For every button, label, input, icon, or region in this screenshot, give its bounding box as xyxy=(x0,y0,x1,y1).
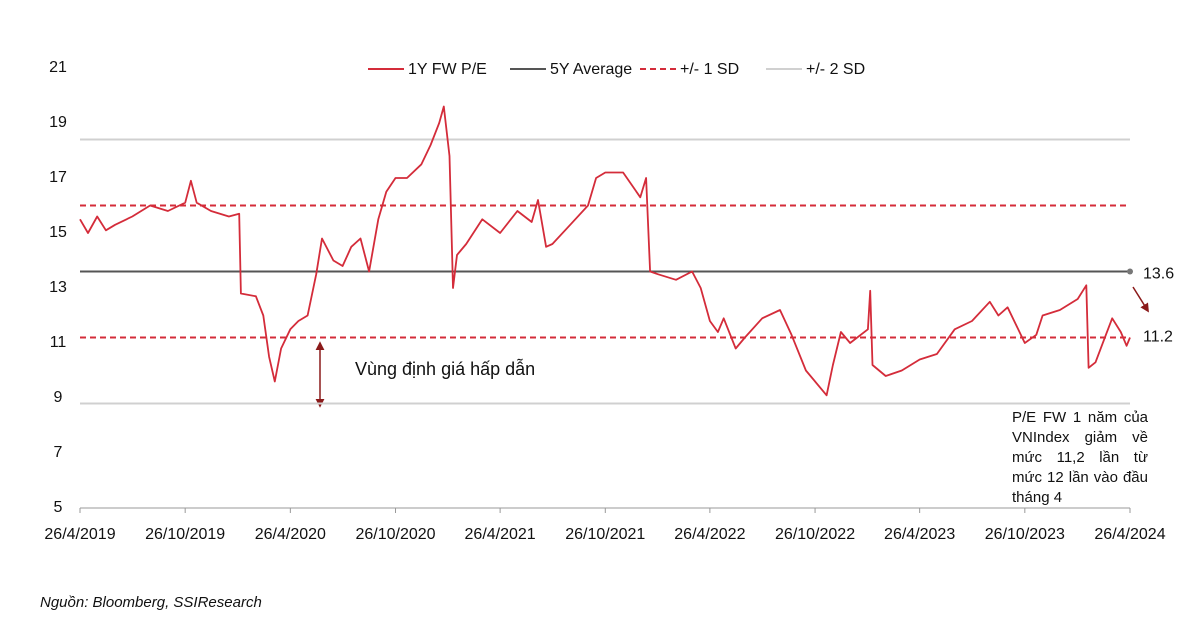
end-label: 13.6 xyxy=(1143,266,1174,283)
x-tick-label: 26/4/2019 xyxy=(44,526,115,543)
legend-label: +/- 1 SD xyxy=(680,61,739,78)
end-label: 11.2 xyxy=(1143,329,1173,346)
y-tick-label: 7 xyxy=(54,444,63,461)
x-tick-label: 26/4/2020 xyxy=(255,526,326,543)
series-line xyxy=(79,105,1131,397)
source: Nguồn: Bloomberg, SSIResearch xyxy=(40,594,262,611)
y-tick-label: 13 xyxy=(49,279,67,296)
y-tick-label: 11 xyxy=(50,334,67,351)
x-tick-label: 26/4/2022 xyxy=(674,526,745,543)
x-tick-label: 26/4/2023 xyxy=(884,526,955,543)
average-dot xyxy=(1127,268,1133,275)
legend-label: +/- 2 SD xyxy=(806,61,865,78)
x-tick-label: 26/10/2019 xyxy=(145,526,225,543)
y-tick-label: 9 xyxy=(54,389,63,406)
y-tick-label: 19 xyxy=(49,114,67,131)
down-arrow xyxy=(1132,286,1149,313)
annotation: Vùng định giá hấp dẫn xyxy=(355,358,535,379)
x-tick-label: 26/4/2024 xyxy=(1094,526,1165,543)
x-tick-label: 26/10/2020 xyxy=(355,526,435,543)
y-tick-label: 5 xyxy=(54,499,63,516)
x-tick-label: 26/4/2021 xyxy=(465,526,536,543)
y-tick-label: 15 xyxy=(49,224,67,241)
legend-label: 1Y FW P/E xyxy=(408,61,487,78)
x-tick-label: 26/10/2023 xyxy=(985,526,1065,543)
y-tick-label: 21 xyxy=(49,59,67,76)
y-tick-label: 17 xyxy=(49,169,67,186)
legend-label: 5Y Average xyxy=(550,61,632,78)
x-tick-label: 26/10/2022 xyxy=(775,526,855,543)
x-tick-label: 26/10/2021 xyxy=(565,526,645,543)
note: P/E FW 1 năm của VNIndex giảm về mức 11,… xyxy=(1012,409,1148,506)
